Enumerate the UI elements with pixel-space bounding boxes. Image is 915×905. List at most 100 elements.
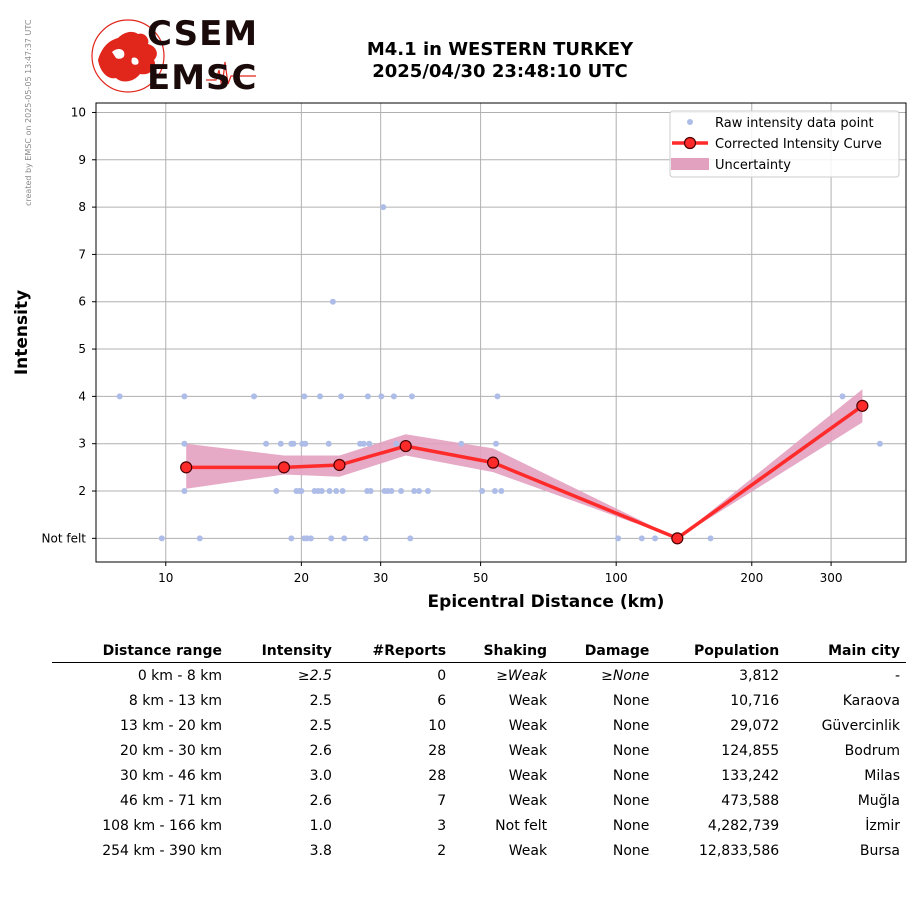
cell-main-city: Karaova xyxy=(842,692,900,709)
raw-data-point xyxy=(326,488,333,495)
raw-data-point xyxy=(652,535,659,542)
cell-main-city: İzmir xyxy=(865,817,900,834)
table-row: 8 km - 13 km 2.5 6 Weak None 10,716 Kara… xyxy=(52,688,906,713)
summary-table: Distance range Intensity #Reports Shakin… xyxy=(52,640,906,863)
corrected-curve-marker xyxy=(399,439,412,453)
table-row: 254 km - 390 km 3.8 2 Weak None 12,833,5… xyxy=(52,838,906,863)
cell-reports: 7 xyxy=(437,792,447,809)
cell-population: 10,716 xyxy=(730,692,780,709)
x-tick-label: 30 xyxy=(373,571,388,585)
cell-main-city: - xyxy=(894,667,900,684)
cell-intensity: 2.5 xyxy=(309,692,332,709)
x-tick-label: 20 xyxy=(294,571,309,585)
raw-data-point xyxy=(479,488,486,495)
cell-reports: 3 xyxy=(437,817,447,834)
raw-data-point xyxy=(301,393,308,400)
cell-shaking: Weak xyxy=(508,767,548,784)
raw-data-point xyxy=(181,488,188,495)
y-tick-label: 5 xyxy=(78,342,86,356)
raw-data-point xyxy=(341,535,348,542)
cell-damage: None xyxy=(612,842,650,859)
raw-data-point xyxy=(458,440,465,447)
cell-damage: None xyxy=(612,792,650,809)
raw-data-point xyxy=(367,488,374,495)
raw-data-point xyxy=(491,488,498,495)
cell-population: 12,833,586 xyxy=(699,842,780,859)
header-reports: #Reports xyxy=(337,640,453,663)
cell-damage: None xyxy=(612,817,650,834)
cell-population: 29,072 xyxy=(730,717,780,734)
corrected-curve-marker xyxy=(856,399,869,412)
raw-data-point xyxy=(416,488,423,495)
cell-reports: 10 xyxy=(428,717,447,734)
cell-main-city: Milas xyxy=(864,767,900,784)
corrected-curve-marker xyxy=(333,458,346,472)
raw-data-point xyxy=(298,488,305,495)
raw-data-point xyxy=(251,393,258,400)
raw-data-point xyxy=(158,535,165,542)
cell-reports: 0 xyxy=(437,667,447,684)
cell-population: 133,242 xyxy=(721,767,780,784)
raw-data-point xyxy=(318,488,325,495)
raw-data-point xyxy=(181,393,188,400)
cell-intensity: 3.8 xyxy=(309,842,332,859)
y-axis-label: Intensity xyxy=(12,290,32,375)
x-tick-label: 200 xyxy=(740,571,763,585)
cell-intensity: 3.0 xyxy=(309,767,332,784)
corrected-curve-marker xyxy=(180,461,193,474)
cell-reports: 28 xyxy=(428,742,447,759)
raw-data-point xyxy=(839,393,846,400)
cell-distance-range: 0 km - 8 km xyxy=(137,667,222,684)
header-main-city: Main city xyxy=(785,640,906,663)
table-row: 108 km - 166 km 1.0 3 Not felt None 4,28… xyxy=(52,813,906,838)
cell-damage: None xyxy=(612,717,650,734)
legend-curve-marker xyxy=(683,136,697,150)
cell-population: 4,282,739 xyxy=(707,817,780,834)
header-population: Population xyxy=(655,640,786,663)
y-tick-label: 4 xyxy=(78,389,86,403)
cell-shaking: Weak xyxy=(508,717,548,734)
y-tick-label: 3 xyxy=(78,437,86,451)
cell-main-city: Güvercinlik xyxy=(821,717,900,734)
header-damage: Damage xyxy=(553,640,656,663)
raw-data-point xyxy=(328,535,335,542)
raw-data-point xyxy=(393,440,400,447)
header-intensity: Intensity xyxy=(227,640,338,663)
logo-text-top: CSEM xyxy=(147,14,259,54)
corrected-curve-marker xyxy=(486,456,500,469)
raw-data-point xyxy=(333,488,340,495)
raw-data-point xyxy=(325,440,332,447)
plot-frame xyxy=(95,102,907,563)
cell-distance-range: 30 km - 46 km xyxy=(120,767,222,784)
table-row: 46 km - 71 km 2.6 7 Weak None 473,588 Mu… xyxy=(52,788,906,813)
raw-data-point xyxy=(498,488,505,495)
y-tick-label: 7 xyxy=(78,247,86,261)
cell-intensity: 1.0 xyxy=(309,817,332,834)
cell-distance-range: 108 km - 166 km xyxy=(102,817,222,834)
raw-data-point xyxy=(388,488,395,495)
table-row: 30 km - 46 km 3.0 28 Weak None 133,242 M… xyxy=(52,763,906,788)
cell-intensity: 2.5 xyxy=(309,717,332,734)
y-tick-label: Not felt xyxy=(42,531,87,545)
x-axis-label: Epicentral Distance (km) xyxy=(428,592,665,612)
raw-data-point xyxy=(493,440,500,447)
raw-data-point xyxy=(407,535,414,542)
raw-data-point xyxy=(366,440,373,447)
raw-data-point xyxy=(181,440,188,447)
raw-data-point xyxy=(329,298,336,305)
raw-data-point xyxy=(424,488,431,495)
cell-reports: 28 xyxy=(428,767,447,784)
raw-data-point xyxy=(263,440,270,447)
cell-distance-range: 8 km - 13 km xyxy=(128,692,222,709)
cell-damage: None xyxy=(612,767,650,784)
table-row: 20 km - 30 km 2.6 28 Weak None 124,855 B… xyxy=(52,738,906,763)
chart-title-line2: 2025/04/30 23:48:10 UTC xyxy=(372,61,628,82)
raw-data-point xyxy=(876,440,883,447)
corrected-curve-marker xyxy=(671,532,684,545)
cell-damage: None xyxy=(612,742,650,759)
chart-title-line1: M4.1 in WESTERN TURKEY xyxy=(366,39,634,60)
raw-data-point xyxy=(307,535,314,542)
legend-uncertainty-swatch xyxy=(671,158,709,170)
raw-data-point xyxy=(288,535,295,542)
raw-data-point xyxy=(615,535,622,542)
